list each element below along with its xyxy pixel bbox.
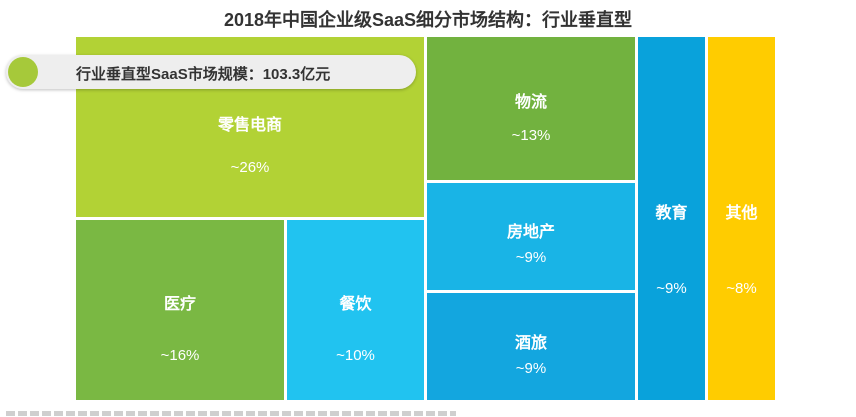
treemap-cell-other: 其他 ~8% bbox=[708, 37, 775, 400]
market-size-banner: 行业垂直型SaaS市场规模：103.3亿元 bbox=[6, 55, 416, 89]
source-footnote bbox=[6, 411, 456, 416]
cell-label: 酒旅 bbox=[514, 335, 547, 352]
cell-value: ~16% bbox=[160, 347, 200, 364]
treemap-cell-real-estate: 房地产 ~9% bbox=[427, 183, 635, 290]
treemap-cell-hotel-travel: 酒旅 ~9% bbox=[427, 293, 635, 400]
cell-label: 其他 bbox=[725, 205, 758, 222]
cell-label: 房地产 bbox=[506, 224, 555, 241]
cell-value: ~26% bbox=[230, 159, 270, 176]
banner-dot-icon bbox=[8, 57, 38, 87]
cell-value: ~9% bbox=[656, 280, 687, 297]
treemap-cell-education: 教育 ~9% bbox=[638, 37, 705, 400]
chart-title: 2018年中国企业级SaaS细分市场结构：行业垂直型 bbox=[223, 10, 633, 30]
cell-value: ~8% bbox=[726, 280, 757, 297]
cell-value: ~13% bbox=[511, 127, 551, 144]
cell-value: ~10% bbox=[336, 347, 375, 364]
cell-label: 医疗 bbox=[163, 296, 196, 313]
treemap-cell-catering: 餐饮 ~10% bbox=[287, 220, 424, 400]
cell-value: ~9% bbox=[515, 249, 547, 266]
treemap-cell-healthcare: 医疗 ~16% bbox=[76, 220, 284, 400]
cell-label: 物流 bbox=[514, 94, 547, 111]
market-size-text: 行业垂直型SaaS市场规模：103.3亿元 bbox=[76, 66, 331, 83]
cell-value: ~9% bbox=[515, 360, 547, 377]
treemap-cell-logistics: 物流 ~13% bbox=[427, 37, 635, 180]
cell-label: 零售电商 bbox=[217, 117, 282, 134]
cell-label: 教育 bbox=[655, 205, 688, 222]
cell-label: 餐饮 bbox=[339, 296, 372, 313]
